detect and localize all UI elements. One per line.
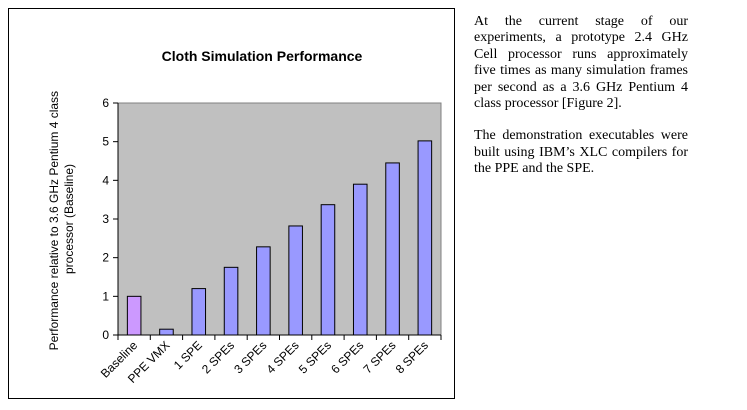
bar-baseline [126, 295, 142, 336]
y-ticks-group: 0 1 2 3 4 5 6 [102, 96, 118, 342]
bar-chart: Cloth Simulation Performance 0 1 2 3 4 5 6 Bas… [47, 48, 442, 386]
caption-paragraph-1: At the current stage of our experiments,… [474, 14, 688, 112]
bar-2-spes [223, 266, 239, 336]
bar-3-spes [256, 246, 271, 336]
bar-7-spes [385, 162, 400, 336]
chart-frame: Cloth Simulation Performance 0 1 2 3 4 5 6 Bas… [8, 8, 455, 399]
figure-caption: At the current stage of our experiments,… [474, 14, 688, 194]
bar-4-spes [288, 225, 303, 336]
caption-paragraph-2: The demonstration executables were built… [474, 128, 688, 177]
y-tick-label: 5 [102, 135, 109, 149]
y-tick-label: 3 [102, 212, 109, 226]
y-axis-label-line-1: Performance relative to 3.6 GHz Pentium … [47, 91, 61, 350]
y-tick-label: 6 [102, 96, 109, 110]
x-tick-label: 4 SPEs [264, 338, 302, 376]
x-tick-label: 5 SPEs [296, 338, 334, 376]
bar-6-spes [352, 183, 368, 336]
bars-group [126, 140, 433, 336]
bar-1-spe [191, 288, 207, 336]
x-tick-label: 6 SPEs [328, 338, 366, 376]
y-axis-label-line-2: processor (Baseline) [62, 164, 76, 274]
y-tick-label: 2 [102, 251, 109, 265]
x-tick-label: 8 SPEs [393, 338, 431, 376]
y-tick-label: 4 [102, 173, 109, 187]
x-tick-label: 2 SPEs [199, 338, 237, 376]
chart-title: Cloth Simulation Performance [162, 48, 363, 64]
y-axis-label: Performance relative to 3.6 GHz Pentium … [47, 88, 76, 351]
y-tick-label: 0 [102, 328, 109, 342]
y-tick-label: 1 [102, 289, 109, 303]
bar-ppe-vmx [159, 328, 174, 336]
x-tick-label: 7 SPEs [360, 338, 398, 376]
bar-8-spes [417, 140, 433, 336]
x-tick-label: 3 SPEs [231, 338, 269, 376]
bar-5-spes [320, 204, 336, 336]
